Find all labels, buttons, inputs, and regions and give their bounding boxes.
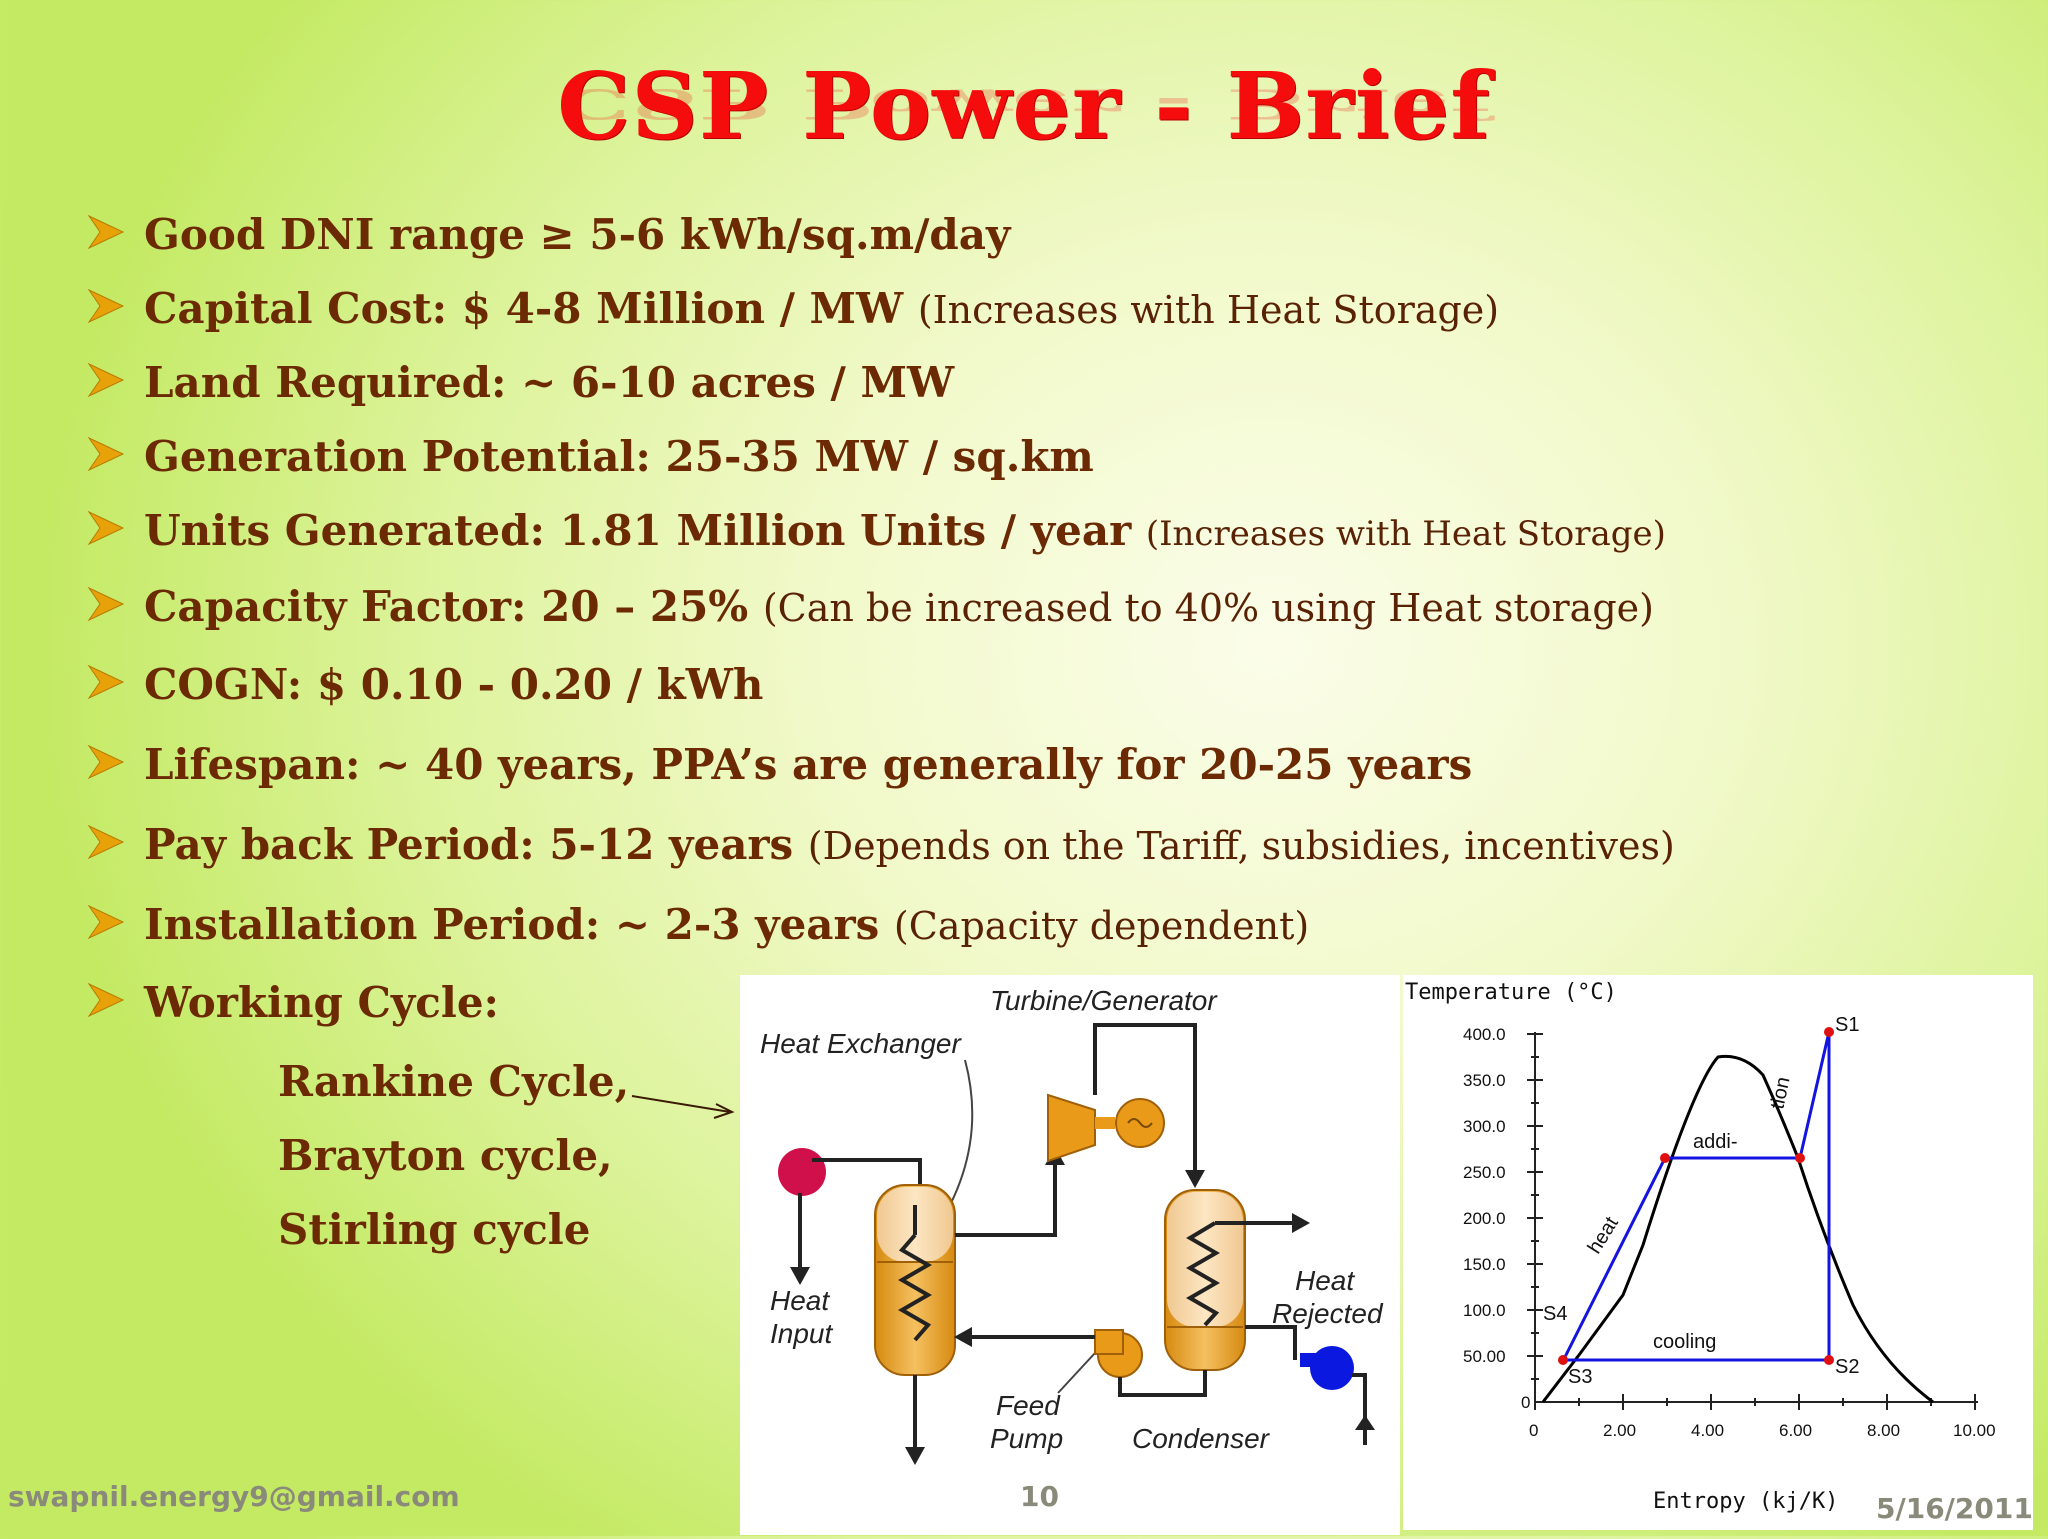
ts-xtick: 10.00: [1953, 1421, 1996, 1440]
label-s2: S2: [1835, 1356, 1859, 1378]
arrow-bullet-icon: [87, 824, 125, 860]
ts-ytick: 300.0: [1463, 1117, 1506, 1136]
arrow-bullet-icon: [87, 586, 125, 622]
arrow-bullet-icon: [87, 436, 125, 472]
bullet-note: (Depends on the Tariff, subsidies, incen…: [807, 824, 1675, 868]
bullet-text: Lifespan: ~ 40 years, PPA’s are generall…: [144, 740, 1473, 789]
heat-exchanger-label: Heat Exchanger: [760, 1028, 962, 1059]
heat-exchanger-vessel: [874, 1184, 956, 1376]
bullet-note: (Increases with Heat Storage): [1145, 514, 1666, 554]
ts-ytick: 50.00: [1463, 1347, 1506, 1366]
bullet-text: Installation Period: ~ 2-3 years: [144, 900, 894, 949]
cooling-pump-icon: [1300, 1346, 1354, 1390]
label-s4: S4: [1543, 1303, 1567, 1325]
arrow-bullet-icon: [87, 214, 125, 250]
ts-xtick: 8.00: [1867, 1421, 1900, 1440]
ts-plot-svg: Temperature (°C) Entropy (kj/K) 0 50.00 …: [1405, 980, 1996, 1514]
heat-exchanger-pointer: [949, 1059, 974, 1206]
heat-input-label-1: Heat: [770, 1285, 830, 1316]
condenser-label: Condenser: [1132, 1423, 1271, 1454]
cycle-stirling: Stirling cycle: [278, 1205, 591, 1254]
ts-ytick: 150.0: [1463, 1255, 1506, 1274]
heat-input-label-2: Input: [770, 1318, 833, 1349]
point-sat-liquid: [1660, 1153, 1670, 1163]
heat-rejected-label-2: Rejected: [1272, 1298, 1384, 1329]
bullet-text: Pay back Period: 5-12 years: [144, 820, 808, 869]
feed-pump-label-2: Pump: [990, 1423, 1063, 1454]
ts-ytick: 100.0: [1463, 1301, 1506, 1320]
heat-source-fan-icon: [778, 1148, 826, 1196]
point-s1: [1824, 1027, 1834, 1037]
ts-ytick: 200.0: [1463, 1209, 1506, 1228]
turbine-label: Turbine/Generator: [990, 985, 1218, 1016]
bullet-text: Generation Potential: 25-35 MW / sq.km: [144, 432, 1094, 481]
arrow-bullet-icon: [87, 744, 125, 780]
annotation-cooling: cooling: [1653, 1331, 1716, 1353]
point-s2: [1824, 1355, 1834, 1365]
bullet-text: COGN: $ 0.10 - 0.20 / kWh: [144, 660, 764, 709]
feed-pump-icon: [1094, 1329, 1143, 1378]
arrow-bullet-icon: [87, 982, 125, 1018]
bullet-text: Working Cycle:: [144, 978, 500, 1027]
ts-ytick: 350.0: [1463, 1071, 1506, 1090]
heat-rejected-label-1: Heat: [1295, 1265, 1355, 1296]
annotation-addi: addi-: [1693, 1131, 1737, 1153]
arrow-bullet-icon: [87, 904, 125, 940]
point-s3: [1558, 1355, 1568, 1365]
feed-pump-label-1: Feed: [996, 1390, 1061, 1421]
pointer-arrow-icon: [631, 1095, 735, 1119]
bullet-text: Good DNI range ≥ 5-6 kWh/sq.m/day: [144, 210, 1011, 259]
saturation-dome-curve: [1541, 1054, 1934, 1404]
ts-xtick: 6.00: [1779, 1421, 1812, 1440]
bullet-text: Units Generated: 1.81 Million Units / ye…: [144, 506, 1146, 555]
temperature-entropy-plot: Temperature (°C) Entropy (kj/K) 0 50.00 …: [1403, 975, 2033, 1530]
ts-ytick: 0: [1521, 1393, 1530, 1412]
arrow-bullet-icon: [87, 664, 125, 700]
ts-xtick: 2.00: [1603, 1421, 1636, 1440]
cycle-rankine: Rankine Cycle,: [278, 1057, 630, 1106]
arrow-bullet-icon: [87, 510, 125, 546]
bullet-text: Capacity Factor: 20 – 25%: [144, 582, 763, 631]
ts-xtick: 4.00: [1691, 1421, 1724, 1440]
label-s1: S1: [1835, 1014, 1859, 1036]
footer-email: swapnil.energy9@gmail.com: [8, 1480, 460, 1513]
rankine-schematic-drawing: Turbine/Generator Heat Exchanger Heat In…: [760, 985, 1384, 1465]
annotation-tion: tion: [1766, 1075, 1794, 1111]
ts-ytick: 400.0: [1463, 1025, 1506, 1044]
ts-xtick: 0: [1529, 1421, 1538, 1440]
bullet-note: (Can be increased to 40% using Heat stor…: [762, 586, 1654, 630]
ts-ytick: 250.0: [1463, 1163, 1506, 1182]
rankine-schematic: Turbine/Generator Heat Exchanger Heat In…: [740, 975, 1400, 1535]
ts-xlabel: Entropy (kj/K): [1653, 1489, 1838, 1514]
generator-icon: [1115, 1098, 1165, 1148]
cycle-brayton: Brayton cycle,: [278, 1131, 613, 1180]
bullet-note: (Capacity dependent): [893, 904, 1310, 948]
point-sat-vapor: [1795, 1153, 1805, 1163]
slide-title: CSP Power - Brief: [557, 52, 1491, 160]
condenser-vessel: [1164, 1189, 1310, 1371]
bullet-text: Capital Cost: $ 4-8 Million / MW: [144, 284, 918, 333]
bullet-text: Land Required: ~ 6-10 acres / MW: [144, 358, 955, 407]
arrow-bullet-icon: [87, 288, 125, 324]
bullet-note: (Increases with Heat Storage): [917, 288, 1500, 332]
label-s3: S3: [1568, 1366, 1592, 1388]
footer-date: 5/16/2011: [1876, 1492, 2033, 1525]
ts-ylabel: Temperature (°C): [1405, 980, 1617, 1005]
feed-pump-pointer: [1057, 1352, 1096, 1394]
footer-page-number: 10: [1020, 1480, 1059, 1513]
turbine-icon: [1047, 1093, 1115, 1163]
arrow-bullet-icon: [87, 362, 125, 398]
